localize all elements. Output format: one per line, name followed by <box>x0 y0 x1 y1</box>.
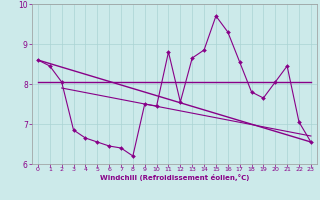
X-axis label: Windchill (Refroidissement éolien,°C): Windchill (Refroidissement éolien,°C) <box>100 174 249 181</box>
